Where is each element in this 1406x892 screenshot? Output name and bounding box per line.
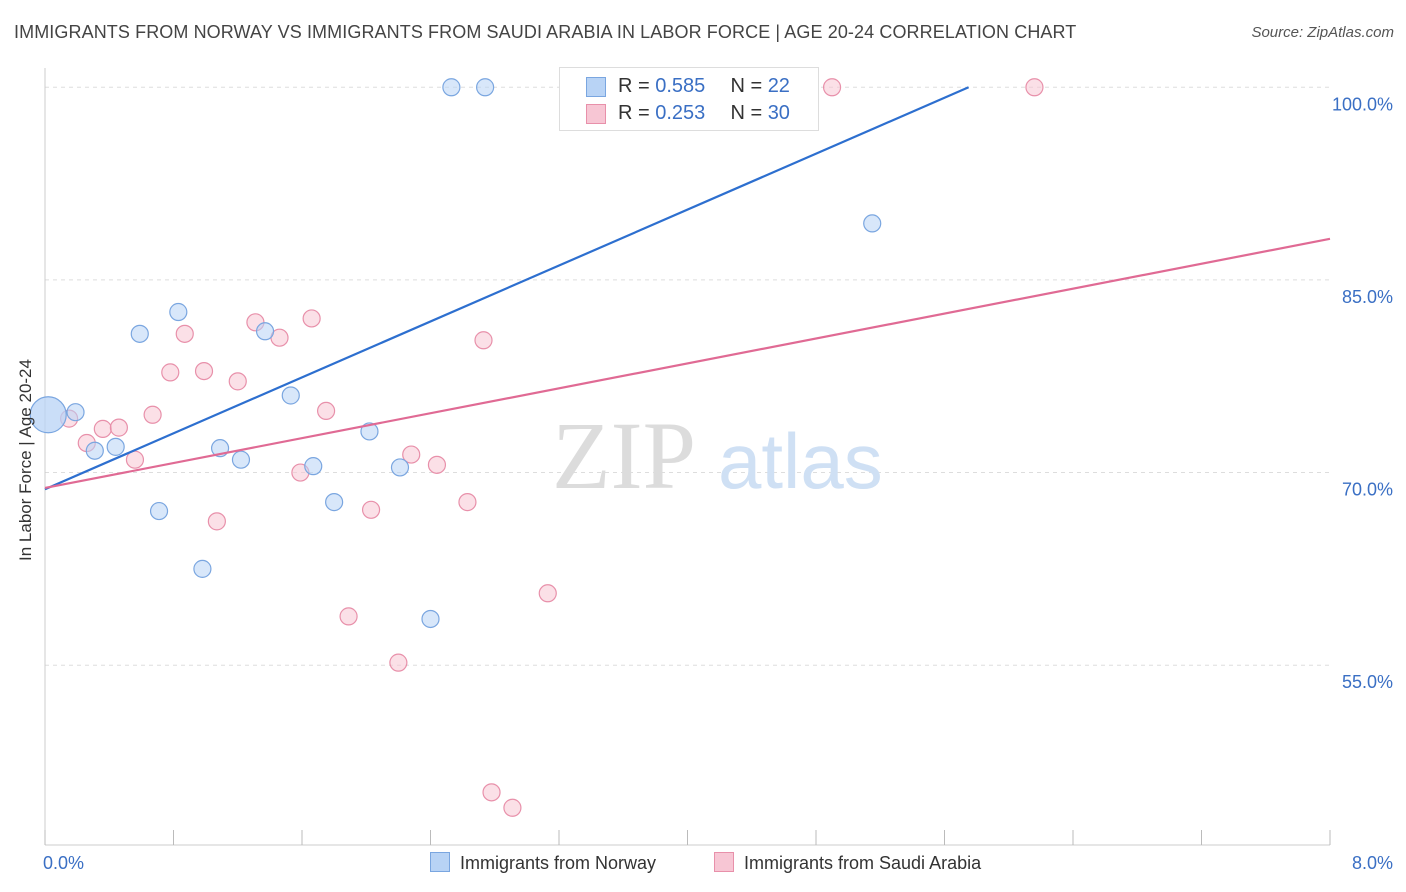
saudi-point-23 bbox=[482, 783, 501, 802]
y-tick-label-55: 55.0% bbox=[1342, 672, 1393, 692]
legend-saudi-r-label: R = bbox=[618, 102, 650, 124]
y-tick-labels: 100.0% 85.0% 70.0% 55.0% bbox=[1332, 94, 1393, 692]
saudi-point-25 bbox=[538, 584, 557, 603]
norway-point-9 bbox=[231, 450, 251, 469]
saudi-point-2 bbox=[93, 419, 112, 438]
norway-point-5 bbox=[149, 501, 169, 521]
norway-point-6 bbox=[169, 302, 188, 322]
saudi-point-8 bbox=[194, 361, 214, 381]
chart-title: IMMIGRANTS FROM NORWAY VS IMMIGRANTS FRO… bbox=[14, 22, 1077, 42]
norway-point-21 bbox=[863, 214, 882, 233]
norway-points bbox=[29, 78, 882, 629]
saudi-point-20 bbox=[427, 455, 447, 474]
x-tick-labels: 0.0% 8.0% bbox=[43, 853, 1393, 873]
saudi-point-3 bbox=[109, 418, 128, 437]
norway-point-13 bbox=[325, 492, 344, 512]
legend-saudi-swatch bbox=[586, 104, 606, 124]
norway-point-2 bbox=[85, 441, 104, 460]
norway-point-17 bbox=[442, 78, 461, 97]
norway-point-18 bbox=[476, 78, 495, 97]
y-tick-label-70: 70.0% bbox=[1342, 480, 1393, 500]
saudi-point-21 bbox=[458, 492, 477, 512]
saudi-point-5 bbox=[143, 405, 162, 424]
norway-point-4 bbox=[130, 324, 149, 343]
saudi-point-9 bbox=[207, 512, 226, 531]
norway-point-0 bbox=[29, 396, 67, 434]
watermark-atlas: atlas bbox=[718, 417, 883, 505]
saudi-point-18 bbox=[389, 653, 408, 672]
saudi-trendline bbox=[44, 237, 1331, 490]
x-tick-marks bbox=[44, 830, 1331, 845]
norway-point-16 bbox=[421, 609, 440, 629]
saudi-point-15 bbox=[316, 401, 336, 421]
watermark: ZIP atlas bbox=[552, 402, 883, 509]
norway-point-15 bbox=[390, 458, 410, 477]
saudi-point-27 bbox=[822, 78, 842, 97]
norway-point-10 bbox=[255, 322, 275, 341]
saudi-point-17 bbox=[361, 500, 381, 519]
norway-point-12 bbox=[304, 457, 323, 476]
axes bbox=[44, 68, 1331, 846]
norway-point-3 bbox=[106, 437, 125, 456]
legend-norway-r-label: R = bbox=[618, 75, 650, 97]
norway-trendline bbox=[44, 86, 970, 491]
saudi-point-10 bbox=[228, 372, 247, 391]
saudi-point-22 bbox=[474, 331, 493, 350]
x-tick-label-min: 0.0% bbox=[43, 853, 84, 873]
source-label: Source: ZipAtlas.com bbox=[1251, 24, 1394, 41]
saudi-point-14 bbox=[302, 309, 321, 328]
bottom-legend-saudi: Immigrants from Saudi Arabia bbox=[714, 852, 981, 874]
norway-point-11 bbox=[281, 386, 300, 405]
legend-norway-n-label: N = bbox=[730, 75, 763, 97]
norway-point-1 bbox=[66, 403, 85, 422]
watermark-zip: ZIP bbox=[552, 402, 696, 509]
bottom-legend-saudi-swatch bbox=[714, 852, 734, 872]
bottom-legend-norway-swatch bbox=[430, 852, 450, 872]
saudi-point-19 bbox=[402, 445, 421, 464]
saudi-point-24 bbox=[503, 798, 522, 817]
legend-norway-swatch bbox=[586, 77, 606, 97]
legend-saudi-r-value: 0.253 bbox=[655, 102, 706, 124]
legend-norway-row: R = 0.585 N = 22 bbox=[618, 75, 790, 98]
saudi-point-7 bbox=[175, 324, 194, 343]
legend-saudi-row: R = 0.253 N = 30 bbox=[618, 102, 790, 125]
correlation-legend: R = 0.585 N = 22 R = 0.253 N = 30 bbox=[559, 67, 819, 131]
y-tick-label-85: 85.0% bbox=[1342, 287, 1393, 307]
bottom-legend-norway: Immigrants from Norway bbox=[430, 852, 656, 874]
saudi-point-6 bbox=[161, 363, 180, 382]
bottom-legend-saudi-label: Immigrants from Saudi Arabia bbox=[744, 853, 982, 873]
y-axis-label: In Labor Force | Age 20-24 bbox=[16, 359, 35, 561]
trendlines bbox=[44, 86, 1331, 491]
legend-saudi-n-value: 30 bbox=[767, 102, 790, 124]
x-tick-label-max: 8.0% bbox=[1352, 853, 1393, 873]
y-tick-label-100: 100.0% bbox=[1332, 94, 1393, 114]
norway-point-14 bbox=[360, 422, 379, 441]
bottom-legend-norway-label: Immigrants from Norway bbox=[460, 853, 657, 873]
legend-norway-r-value: 0.585 bbox=[655, 75, 706, 97]
legend-saudi-n-label: N = bbox=[730, 102, 763, 124]
saudi-point-28 bbox=[1025, 78, 1044, 97]
norway-point-7 bbox=[193, 559, 212, 578]
saudi-point-16 bbox=[339, 607, 358, 626]
legend-norway-n-value: 22 bbox=[767, 75, 790, 97]
